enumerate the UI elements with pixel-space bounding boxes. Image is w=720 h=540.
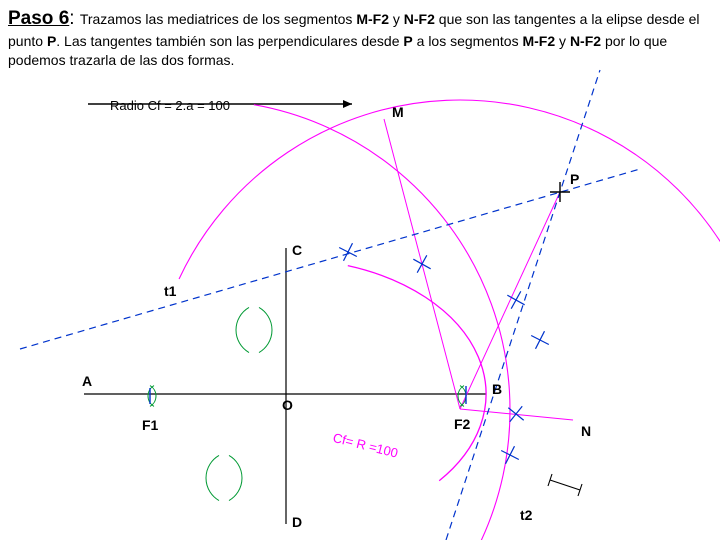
svg-text:t2: t2	[520, 507, 533, 523]
svg-text:A: A	[82, 373, 92, 389]
svg-text:M: M	[392, 104, 404, 120]
svg-text:O: O	[282, 397, 293, 413]
svg-text:F2: F2	[454, 416, 471, 432]
svg-text:P: P	[570, 171, 579, 187]
svg-text:C: C	[292, 242, 302, 258]
svg-text:F1: F1	[142, 417, 159, 433]
svg-text:B: B	[492, 381, 502, 397]
svg-text:N: N	[581, 423, 591, 439]
svg-text:t1: t1	[164, 283, 177, 299]
svg-text:D: D	[292, 514, 302, 530]
geometry-diagram: A B O C D F1 F2 M N Pt1 t2	[0, 0, 720, 540]
